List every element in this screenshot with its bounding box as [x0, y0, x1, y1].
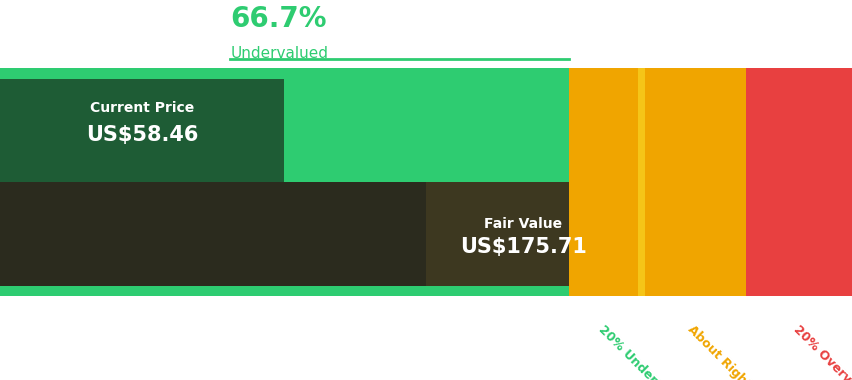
- Text: US$175.71: US$175.71: [459, 237, 586, 257]
- Bar: [746, 68, 852, 182]
- Bar: [568, 68, 746, 79]
- Text: Fair Value: Fair Value: [484, 217, 561, 231]
- Text: Current Price: Current Price: [89, 101, 193, 115]
- Bar: [0, 286, 568, 296]
- Bar: [746, 182, 852, 296]
- Text: US$58.46: US$58.46: [85, 125, 198, 145]
- Bar: [746, 68, 852, 79]
- Text: About Right: About Right: [684, 323, 752, 380]
- Text: Undervalued: Undervalued: [230, 46, 328, 61]
- Bar: [0, 68, 568, 182]
- Text: 20% Overvalued: 20% Overvalued: [790, 323, 852, 380]
- Bar: [0, 68, 284, 182]
- Bar: [746, 286, 852, 296]
- Bar: [568, 286, 746, 296]
- Bar: [0, 182, 568, 296]
- Text: 20% Undervalued: 20% Undervalued: [596, 323, 692, 380]
- Bar: [568, 68, 746, 182]
- Bar: [0, 68, 568, 79]
- Bar: [568, 182, 746, 296]
- Bar: [637, 68, 644, 296]
- Bar: [426, 182, 568, 296]
- Text: 66.7%: 66.7%: [230, 5, 326, 33]
